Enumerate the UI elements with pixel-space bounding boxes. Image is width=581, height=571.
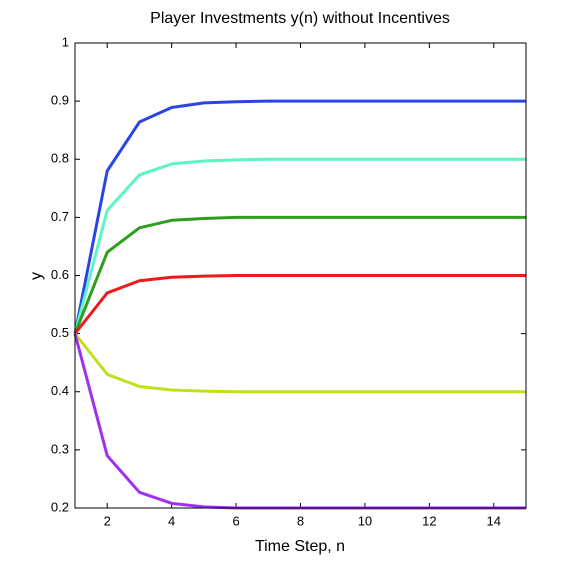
- x-tick-label: 14: [487, 513, 501, 528]
- chart-title: Player Investments y(n) without Incentiv…: [150, 10, 450, 27]
- x-tick-label: 2: [104, 513, 111, 528]
- axes-box: [74, 42, 527, 509]
- x-axis-label: Time Step, n: [255, 538, 345, 555]
- x-tick-label: 6: [232, 513, 239, 528]
- series-line: [73, 215, 526, 335]
- y-tick-label: 0.2: [51, 499, 69, 514]
- y-tick-label: 1: [62, 34, 69, 49]
- y-tick-label: 0.7: [51, 209, 69, 224]
- series-line: [73, 99, 526, 334]
- x-tick-label: 4: [168, 513, 175, 528]
- x-tick-label: 8: [297, 513, 304, 528]
- x-tick-label: 12: [422, 513, 436, 528]
- y-axis-label: y: [28, 272, 45, 280]
- series-line: [73, 274, 526, 335]
- series-line: [73, 332, 526, 394]
- y-tick-label: 0.6: [51, 267, 69, 282]
- y-tick-label: 0.8: [51, 151, 69, 166]
- y-tick-label: 0.4: [51, 383, 69, 398]
- y-tick-label: 0.9: [51, 93, 69, 108]
- y-tick-label: 0.5: [51, 325, 69, 340]
- x-tick-label: 10: [358, 513, 372, 528]
- y-tick-label: 0.3: [51, 441, 69, 456]
- series-line: [73, 157, 526, 335]
